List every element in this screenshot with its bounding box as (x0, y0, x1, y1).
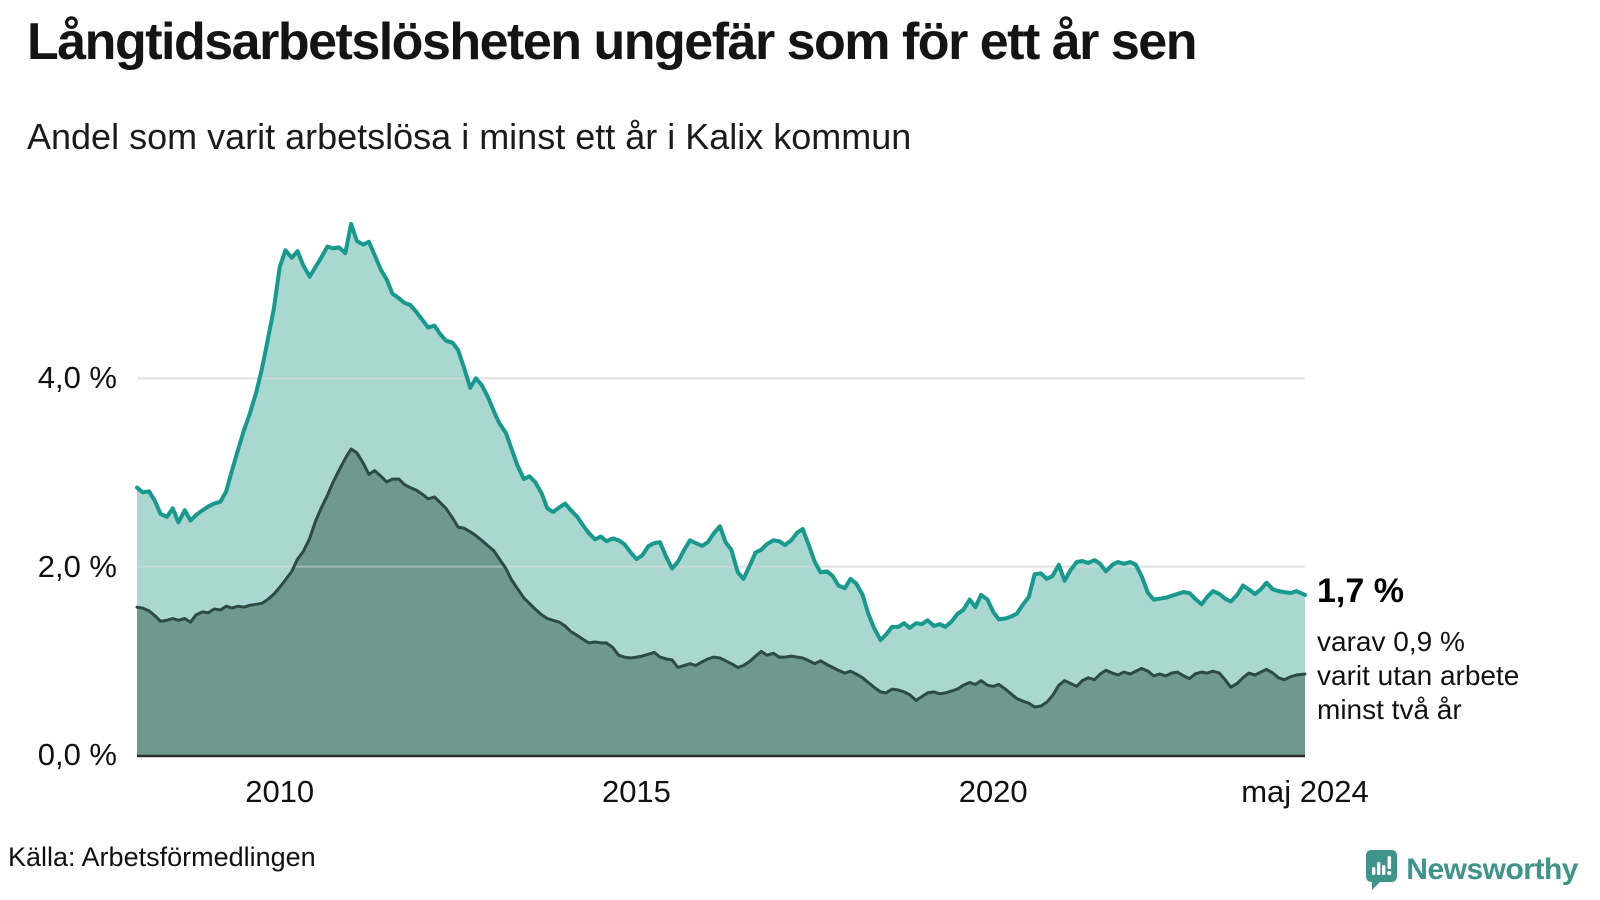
source-credit: Källa: Arbetsförmedlingen (8, 842, 316, 872)
x-tick-label: 2015 (601, 774, 671, 809)
y-tick-label: 4,0 % (37, 360, 117, 396)
newsworthy-bubble-icon (1366, 850, 1398, 890)
end-sub-line: varit utan arbete (1317, 660, 1520, 691)
newsworthy-wordmark: Newsworthy (1406, 853, 1578, 886)
x-tick-label: 2010 (245, 774, 315, 809)
y-tick-label: 0,0 % (37, 737, 117, 772)
end-sub-line: minst två år (1317, 694, 1462, 725)
end-value-label: 1,7 % (1317, 572, 1404, 610)
series-line (135, 447, 1307, 709)
end-value-sublabel: varav 0,9 % varit utan arbete minst två … (1317, 625, 1519, 727)
x-tick-label: maj 2024 (1241, 774, 1369, 809)
page-title: Långtidsarbetslösheten ungefär som för e… (27, 13, 1197, 71)
series-area (137, 449, 1305, 755)
y-tick-label: 2,0 % (37, 548, 117, 584)
series-line (135, 221, 1307, 643)
newsworthy-logo[interactable]: Newsworthy (1366, 849, 1578, 891)
x-tick-label: 2020 (958, 774, 1028, 809)
end-sub-line: varav 0,9 % (1317, 626, 1465, 657)
page-subtitle: Andel som varit arbetslösa i minst ett å… (27, 116, 912, 157)
